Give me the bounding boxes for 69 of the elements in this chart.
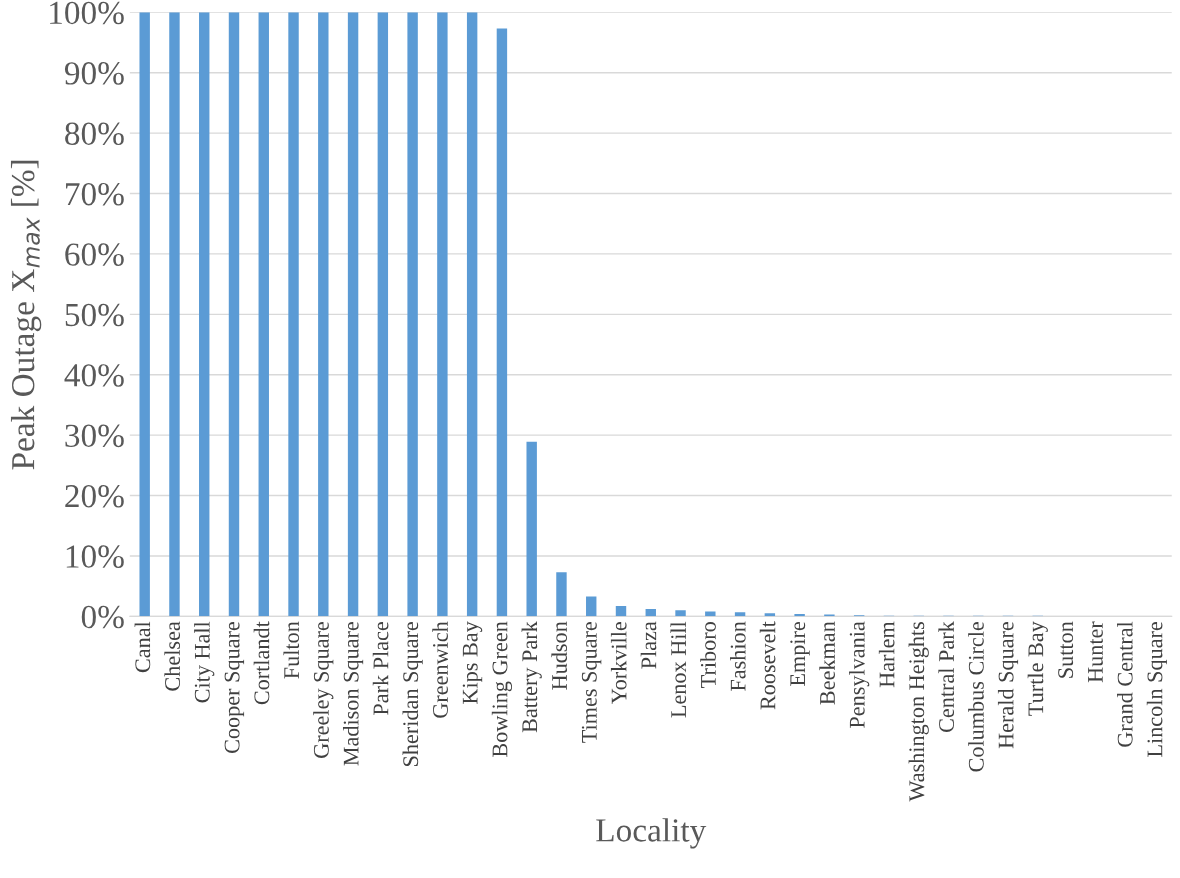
x-axis-title: Locality (596, 818, 707, 849)
x-tick-label: Kips Bay (462, 621, 483, 704)
x-tick-label: Columbus Circle (968, 621, 984, 772)
x-tick-label: Central Park (938, 621, 955, 732)
bar (734, 612, 746, 617)
y-tick-label: 20% (65, 484, 124, 508)
y-tick-label: 0% (81, 605, 124, 629)
x-tick-label: Greenwich (432, 621, 448, 718)
bar (288, 12, 299, 617)
y-tick-label: 90% (64, 62, 124, 85)
x-tick-label: Herald Square (997, 621, 1019, 749)
x-tick-label: Hunter (1088, 621, 1103, 683)
x-tick-label: Lenox Hill (670, 621, 687, 718)
x-tick-label: Hudson (551, 621, 568, 690)
x-tick-label: Empire (790, 621, 810, 686)
bar (437, 12, 448, 617)
x-tick-label: Cooper Square (224, 621, 245, 753)
y-tick-label: 80% (65, 122, 124, 146)
x-tick-label: Turtle Bay (1027, 621, 1048, 716)
x-tick-label: Battery Park (521, 621, 542, 733)
x-tick-label: Roosevelt (759, 621, 776, 710)
y-tick-label: 100% (50, 1, 124, 25)
x-tick-label: Sheridan Square (402, 621, 423, 766)
bar (377, 12, 389, 617)
x-tick-label: Chelsea (164, 621, 181, 691)
bar (169, 12, 180, 617)
x-tick-label: Fulton (283, 621, 300, 679)
x-tick-label: Plaza (640, 621, 657, 669)
x-tick-label: Greeley Square (313, 621, 334, 758)
x-tick-label: Times Square (581, 621, 602, 743)
x-tick-label: Canal (134, 621, 151, 673)
x-tick-label: Lincoln Square (1146, 621, 1167, 757)
y-tick-label: 70% (66, 182, 124, 206)
bar (466, 12, 478, 617)
bar (615, 606, 627, 617)
bar (318, 12, 329, 617)
x-tick-label: Pensylvania (849, 621, 870, 728)
y-tick-label: 40% (64, 364, 124, 387)
x-tick-label: Madison Square (343, 621, 364, 766)
x-tick-label: Grand Central (1117, 621, 1133, 747)
bar (526, 441, 537, 617)
x-tick-label: Park Place (372, 621, 389, 715)
bar (258, 12, 269, 617)
bar (556, 572, 567, 617)
bar (139, 12, 150, 617)
bar (675, 610, 686, 617)
x-tick-label: Bowling Green (491, 621, 513, 757)
bar (586, 596, 597, 617)
y-tick-label: 50% (65, 303, 124, 327)
x-tick-label: Fashion (730, 621, 746, 691)
bar (347, 12, 359, 617)
bar (764, 613, 776, 617)
y-tick-label: 60% (65, 243, 124, 266)
x-tick-label: Washington Heights (908, 622, 929, 802)
bar (645, 609, 656, 617)
bar (228, 12, 240, 617)
y-tick-label: 10% (66, 545, 124, 568)
x-tick-label: Triboro (700, 622, 716, 688)
bar (496, 28, 508, 617)
x-tick-label: Yorkville (610, 621, 627, 704)
x-tick-label: Beekman (819, 621, 835, 705)
x-tick-label: Cortlandt (253, 621, 270, 705)
x-tick-label: Sutton (1058, 621, 1074, 678)
bar (199, 12, 210, 617)
bar (407, 12, 418, 617)
y-tick-label: 30% (65, 424, 124, 448)
x-tick-label: Harlem (878, 621, 895, 688)
y-axis-title: Peak Outage X$_{max}$ [%] (10, 160, 42, 470)
x-tick-label: City Hall (194, 621, 215, 703)
